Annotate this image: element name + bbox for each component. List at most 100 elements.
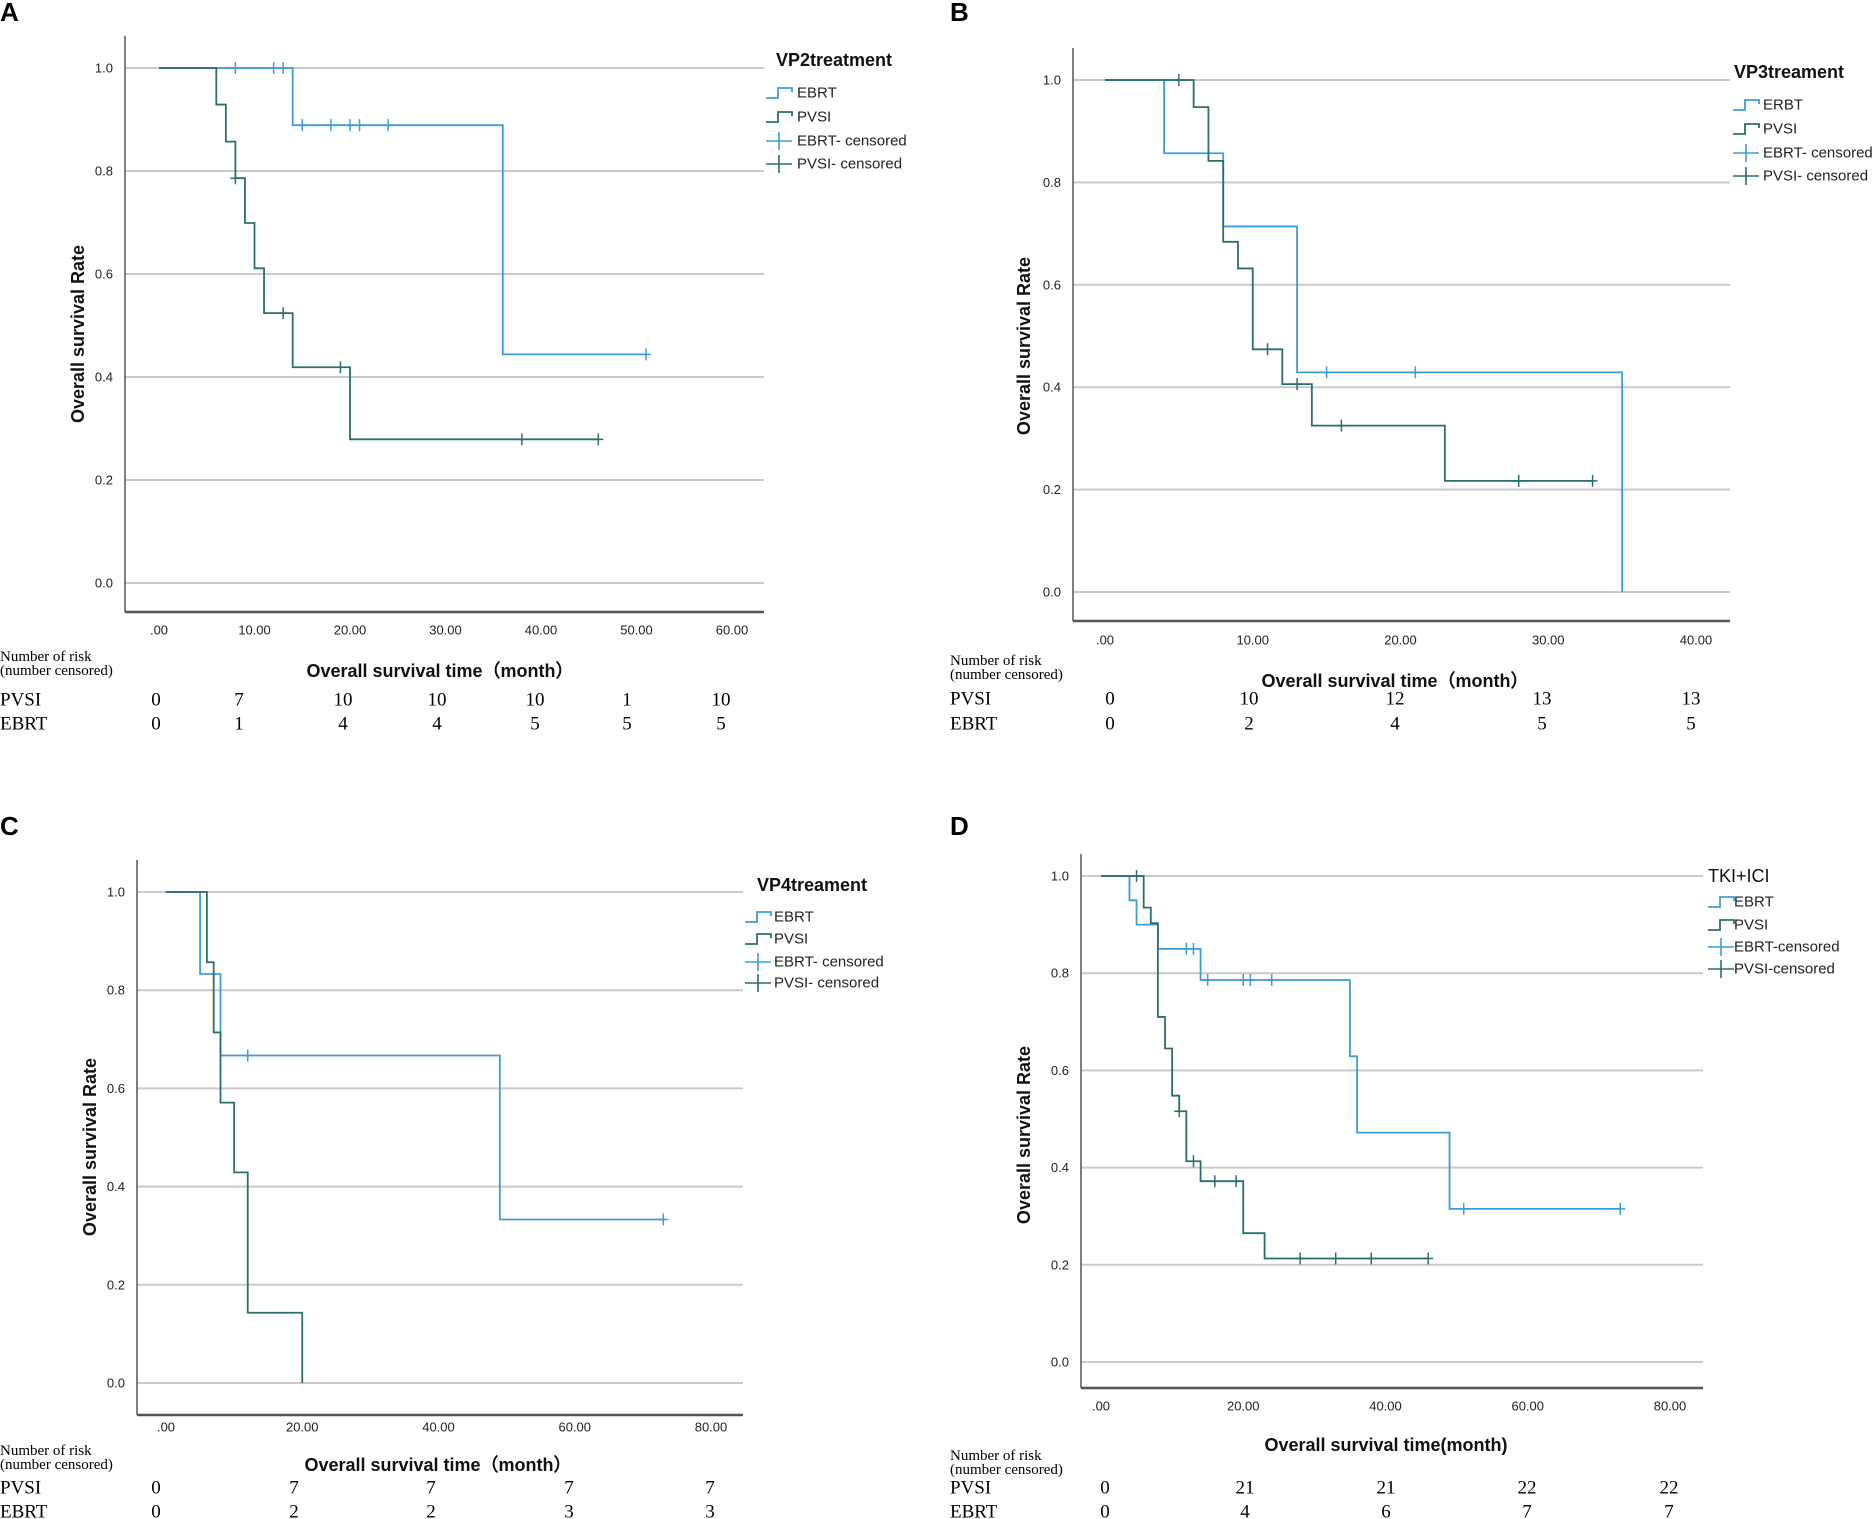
- censor-mark-ebrt: [1188, 942, 1199, 955]
- risk-count: 7: [1522, 1502, 1532, 1519]
- legend-step-icon: [1733, 99, 1760, 111]
- legend-item: EBRT: [797, 85, 837, 102]
- risk-table-subheader: (number censored): [950, 667, 1063, 683]
- risk-table-header: Number of risk: [950, 653, 1042, 669]
- x-tick-label: 40.00: [525, 623, 558, 638]
- censor-mark-pvsi: [1262, 343, 1273, 356]
- risk-table-header: Number of risk: [0, 1443, 92, 1459]
- y-tick-label: 0.8: [95, 164, 113, 179]
- legend-item: PVSI: [1763, 121, 1797, 138]
- risk-count: 1: [234, 714, 244, 735]
- legend-item: ERBT: [1763, 97, 1803, 114]
- x-axis-label: Overall survival time（month）: [304, 1455, 571, 1475]
- censor-mark-pvsi: [516, 433, 527, 446]
- risk-count: 5: [530, 714, 540, 735]
- survival-curve-ebrt: [159, 67, 647, 356]
- legend: VP3treament ERBT PVSI EBRT- censored PVSI- c…: [1733, 62, 1873, 185]
- x-tick-label: 50.00: [620, 623, 653, 638]
- legend-step-icon: [1708, 896, 1735, 908]
- legend-censor-icon: [766, 132, 792, 150]
- censor-mark-pvsi: [1231, 1175, 1242, 1188]
- risk-count: 4: [1390, 714, 1400, 735]
- risk-count: 10: [428, 690, 447, 711]
- y-tick-label: 0.4: [95, 370, 113, 385]
- x-tick-label: 80.00: [1654, 1399, 1687, 1414]
- risk-count: 2: [1244, 714, 1254, 735]
- legend-item: PVSI- censored: [797, 156, 902, 173]
- censor-mark-ebrt: [1458, 1202, 1469, 1215]
- censor-mark-pvsi: [1366, 1252, 1377, 1265]
- panel-c: C 0.0 0.2 0.4 0.6 0.8 1.0 .00 20.00 40.00 60.00 80.…: [0, 811, 884, 1519]
- x-tick-label: 20.00: [1227, 1399, 1260, 1414]
- risk-count: 5: [1686, 714, 1696, 735]
- legend-item: PVSI: [1734, 917, 1768, 934]
- censor-mark-pvsi: [1209, 1175, 1220, 1188]
- legend-step-icon: [1733, 123, 1760, 135]
- risk-count: 7: [426, 1478, 436, 1499]
- y-tick-label: 1.0: [1051, 869, 1069, 884]
- censor-mark-ebrt: [1245, 974, 1256, 987]
- panel-letter: A: [0, 0, 19, 27]
- y-tick-label: 0.2: [95, 473, 113, 488]
- risk-count: 0: [1105, 714, 1115, 735]
- risk-row-label: PVSI: [0, 690, 41, 711]
- risk-count: 21: [1236, 1478, 1255, 1499]
- risk-count: 5: [1537, 714, 1547, 735]
- x-tick-label: 30.00: [429, 623, 462, 638]
- censor-mark-pvsi: [1131, 870, 1142, 882]
- legend-item: EBRT- censored: [774, 954, 884, 971]
- panel-a: A 0.0 0.2 0.4 0.6 0.8 1.0 .00 10.00 20.00 30.00 40.…: [0, 0, 907, 735]
- x-tick-label: .00: [1092, 1399, 1110, 1414]
- x-tick-label: 40.00: [1369, 1399, 1402, 1414]
- x-tick-label: .00: [157, 1420, 175, 1435]
- y-axis-label: Overall survival Rate: [80, 1058, 100, 1236]
- x-tick-label: 40.00: [422, 1420, 455, 1435]
- panel-d: D 0.0 0.2 0.4 0.6 0.8 1.0 .00 20.00 40.00 60.00 80.…: [950, 811, 1840, 1519]
- risk-table: Number of risk(number censored)PVSI 0 7 10 1…: [0, 649, 731, 735]
- risk-count: 2: [426, 1502, 436, 1519]
- y-tick-label: 0.6: [1051, 1063, 1069, 1078]
- survival-curve-pvsi: [1101, 875, 1429, 1260]
- censor-mark-ebrt: [1266, 974, 1277, 987]
- legend-item: EBRT: [1734, 894, 1774, 911]
- x-tick-label: 60.00: [1511, 1399, 1544, 1414]
- risk-row-label: PVSI: [950, 689, 991, 710]
- legend-step-icon: [1708, 919, 1735, 931]
- legend-item: PVSI- censored: [774, 975, 879, 992]
- risk-count: 4: [338, 714, 348, 735]
- censor-mark-ebrt: [1410, 366, 1421, 379]
- risk-count: 13: [1682, 689, 1701, 710]
- y-axis-label: Overall survival Rate: [1014, 1046, 1034, 1224]
- risk-count: 10: [526, 690, 545, 711]
- censor-mark-pvsi: [1336, 419, 1347, 432]
- risk-count: 22: [1518, 1478, 1537, 1499]
- censor-mark-ebrt: [325, 119, 336, 132]
- legend-censor-icon: [1733, 167, 1759, 185]
- risk-count: 0: [151, 1502, 161, 1519]
- legend-title: VP4treament: [757, 875, 867, 895]
- risk-table: Number of risk(number censored) PVSI 0 7 7 7 7…: [0, 1443, 715, 1519]
- censor-mark-ebrt: [242, 1049, 253, 1062]
- y-tick-label: 0.4: [1051, 1160, 1069, 1175]
- x-tick-label: 60.00: [716, 623, 749, 638]
- risk-count: 0: [1105, 689, 1115, 710]
- y-tick-label: 0.2: [1043, 482, 1061, 497]
- y-tick-label: 0.6: [1043, 277, 1061, 292]
- legend-censor-icon: [745, 953, 771, 971]
- risk-count: 22: [1660, 1478, 1679, 1499]
- risk-count: 13: [1533, 689, 1552, 710]
- censor-mark-pvsi: [1173, 74, 1184, 86]
- risk-row-label: EBRT: [0, 714, 48, 735]
- x-tick-label: 20.00: [286, 1420, 319, 1435]
- risk-table-header: Number of risk: [950, 1448, 1042, 1464]
- risk-count: 3: [705, 1502, 715, 1519]
- survival-curve-pvsi: [166, 891, 304, 1383]
- censor-mark-pvsi: [278, 307, 289, 320]
- risk-count: 7: [705, 1478, 715, 1499]
- y-tick-label: 0.4: [1043, 380, 1061, 395]
- x-tick-label: .00: [1096, 633, 1114, 648]
- censor-mark-ebrt: [230, 62, 241, 74]
- legend-censor-icon: [1708, 960, 1734, 978]
- legend-item: PVSI: [774, 931, 808, 948]
